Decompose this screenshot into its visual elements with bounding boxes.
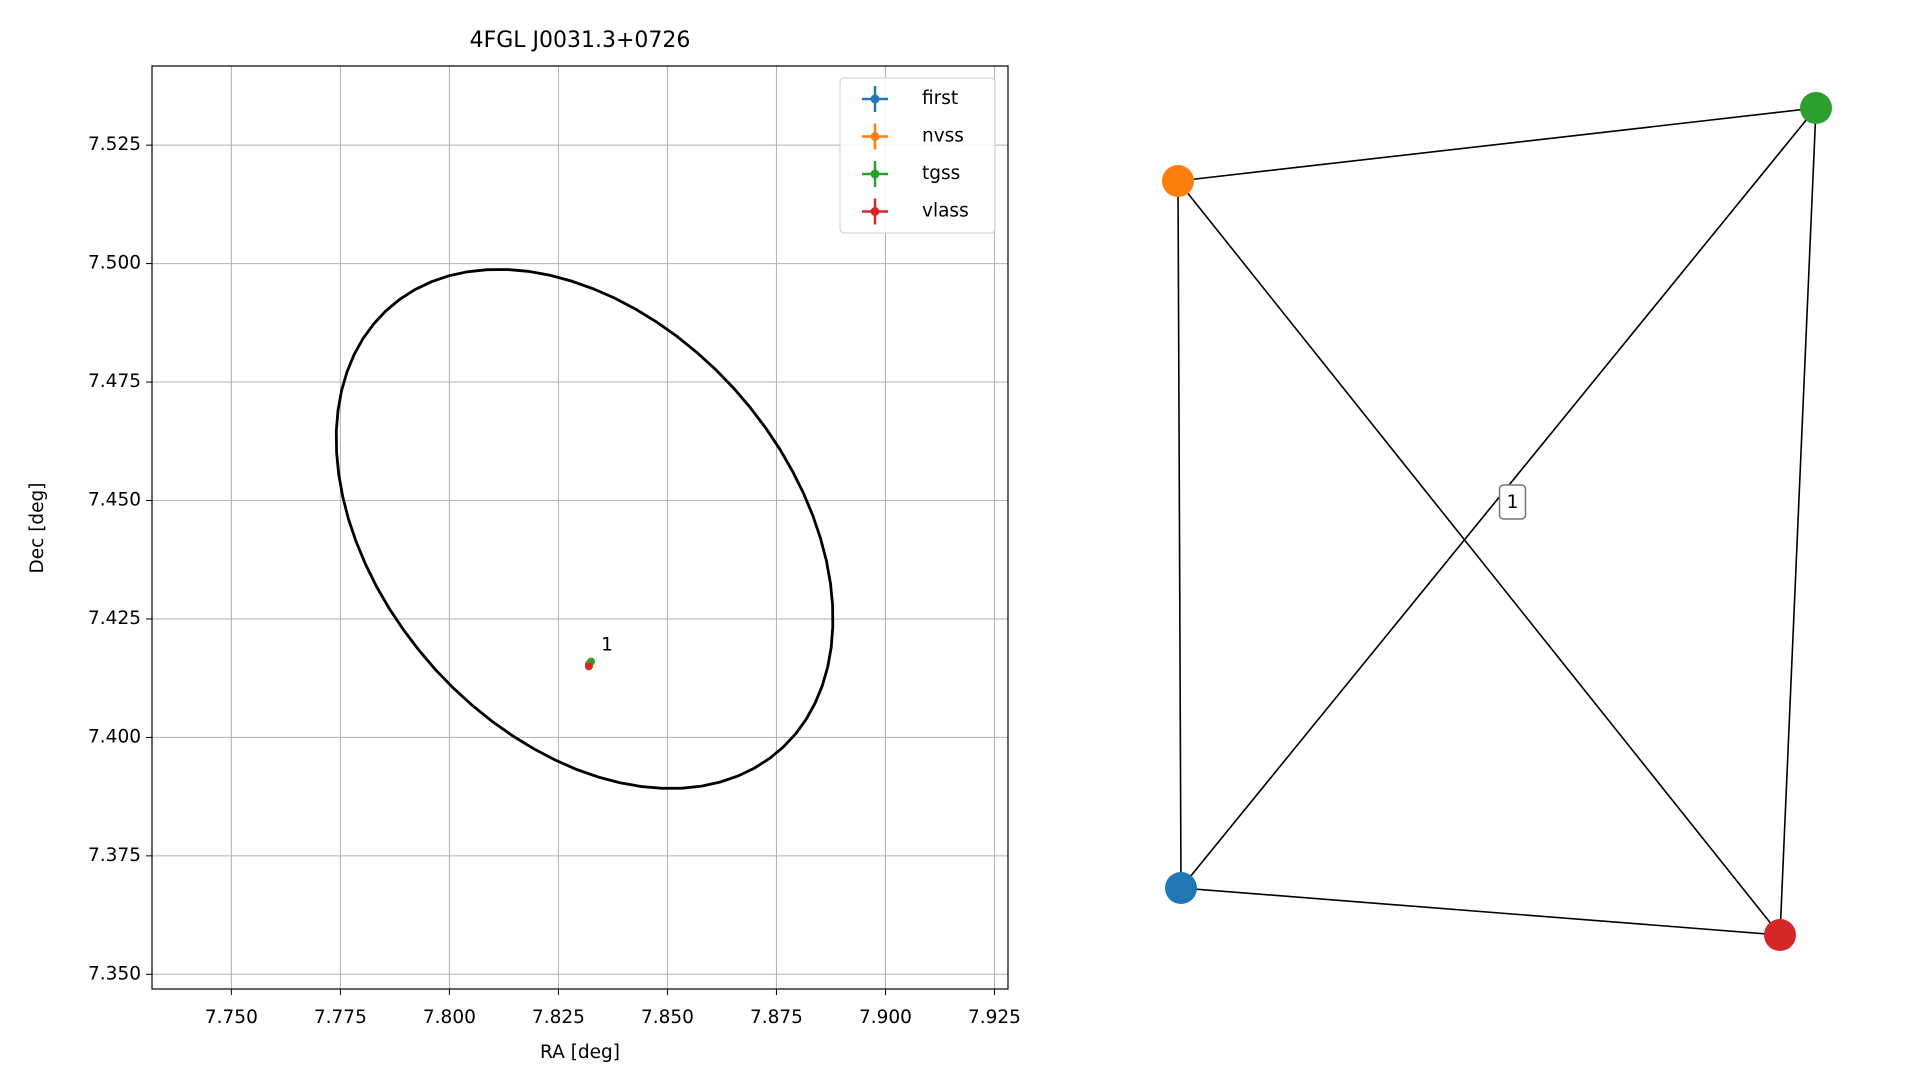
x-tick-label: 7.900 (859, 1007, 912, 1028)
node (1165, 872, 1197, 904)
y-tick-label: 7.400 (88, 726, 141, 747)
legend-marker (870, 169, 880, 179)
node (1162, 165, 1194, 197)
y-tick-label: 7.525 (88, 134, 141, 155)
edge (1177, 180, 1182, 889)
edge-label: 1 (1507, 492, 1519, 513)
x-tick-label: 7.750 (205, 1007, 258, 1028)
x-tick-label: 7.775 (314, 1007, 367, 1028)
edge (1779, 107, 1817, 936)
legend-label: vlass (922, 201, 969, 222)
plot-frame (151, 65, 1009, 990)
y-tick-label: 7.500 (88, 253, 141, 274)
x-axis-label: RA [deg] (540, 1042, 620, 1063)
x-tick-label: 7.850 (641, 1007, 694, 1028)
edge (1177, 180, 1781, 936)
point (584, 662, 593, 671)
x-tick-label: 7.825 (532, 1007, 585, 1028)
x-tick-label: 7.875 (750, 1007, 803, 1028)
edge (1180, 107, 1817, 889)
node (1800, 92, 1832, 124)
legend-label: nvss (922, 126, 964, 147)
legend-label: first (922, 88, 958, 109)
legend-marker (870, 207, 880, 216)
y-tick-label: 7.450 (88, 489, 141, 510)
edge-label-box (1498, 484, 1527, 520)
y-tick-label: 7.375 (88, 845, 141, 866)
y-axis-label: Dec [deg] (27, 483, 48, 574)
node (1764, 919, 1796, 951)
y-tick-label: 7.475 (88, 371, 141, 392)
legend-box (839, 77, 996, 234)
legend-marker (870, 94, 880, 104)
legend-marker (870, 132, 880, 141)
error-ellipse (334, 268, 835, 790)
chart-title: 4FGL J0031.3+0726 (470, 28, 691, 53)
legend-label: tgss (922, 163, 960, 184)
y-tick-label: 7.425 (88, 608, 141, 629)
x-tick-label: 7.925 (968, 1007, 1021, 1028)
annotation: 1 (601, 635, 613, 656)
edge (1177, 107, 1817, 182)
x-tick-label: 7.800 (423, 1007, 476, 1028)
edge (1180, 887, 1781, 936)
y-tick-label: 7.350 (88, 963, 141, 984)
